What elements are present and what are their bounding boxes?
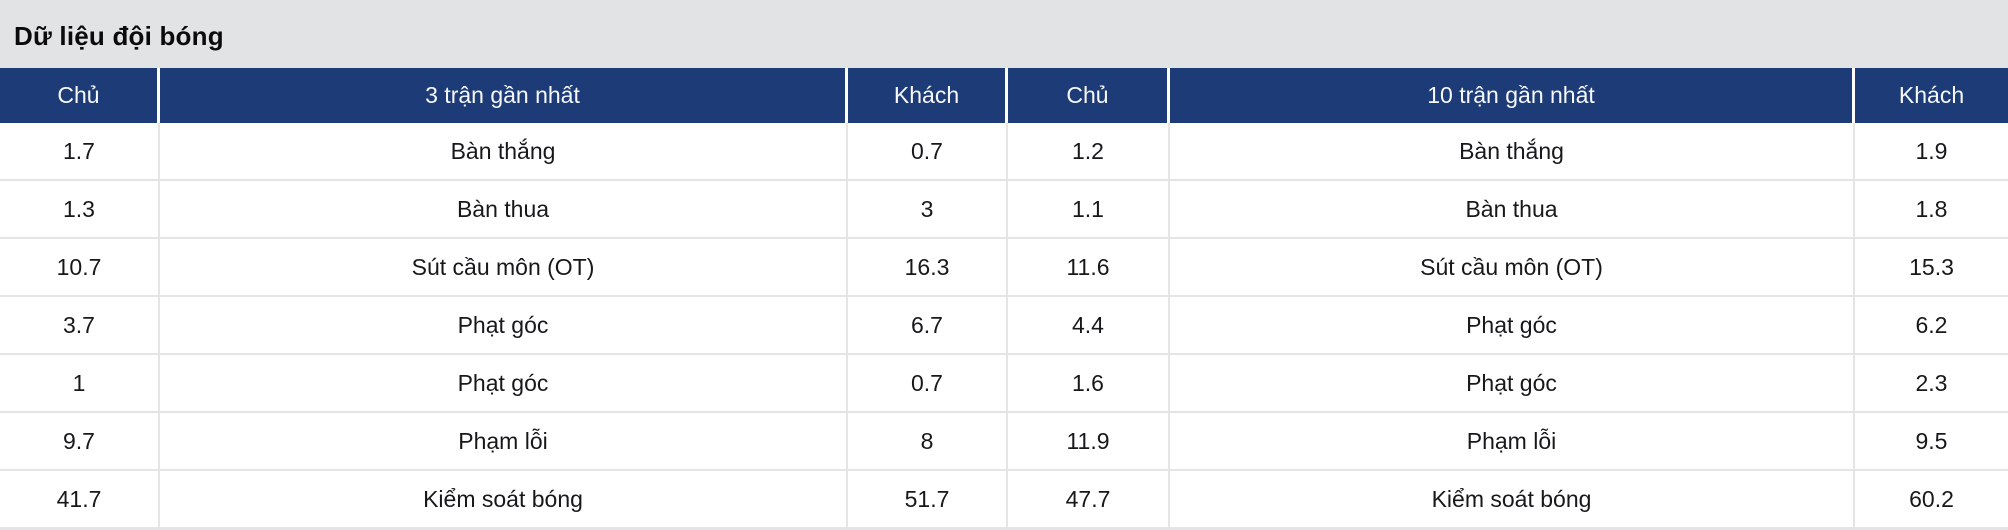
stat-value: 9.7 [0, 413, 160, 471]
table-row-pham-loi: 9.7 Phạm lỗi 8 11.9 Phạm lỗi 9.5 [0, 413, 2008, 471]
header-chu-10: Chủ [1008, 68, 1170, 123]
stat-label: Bàn thắng [160, 123, 848, 181]
stat-label: Phạt góc [1170, 297, 1855, 355]
stat-value: 1.7 [0, 123, 160, 181]
stat-label: Phạt góc [160, 297, 848, 355]
stat-value: 10.7 [0, 239, 160, 297]
stat-value: 9.5 [1855, 413, 2008, 471]
stat-value: 8 [848, 413, 1008, 471]
table-row-phat-goc-2: 1 Phạt góc 0.7 1.6 Phạt góc 2.3 [0, 355, 2008, 413]
table-row-sut-cau-mon: 10.7 Sút cầu môn (OT) 16.3 11.6 Sút cầu … [0, 239, 2008, 297]
stat-value: 1 [0, 355, 160, 413]
stat-value: 1.9 [1855, 123, 2008, 181]
header-chu-3: Chủ [0, 68, 160, 123]
table-row-ban-thua: 1.3 Bàn thua 3 1.1 Bàn thua 1.8 [0, 181, 2008, 239]
stat-label: Bàn thua [1170, 181, 1855, 239]
stat-value: 3 [848, 181, 1008, 239]
stat-label: Phạt góc [1170, 355, 1855, 413]
stat-label: Sút cầu môn (OT) [160, 239, 848, 297]
stat-value: 41.7 [0, 471, 160, 529]
stat-label: Kiểm soát bóng [160, 471, 848, 529]
table-row-phat-goc-1: 3.7 Phạt góc 6.7 4.4 Phạt góc 6.2 [0, 297, 2008, 355]
stat-value: 1.6 [1008, 355, 1170, 413]
table-header-row: Chủ 3 trận gần nhất Khách Chủ 10 trận gầ… [0, 68, 2008, 123]
stat-value: 0.7 [848, 123, 1008, 181]
stat-value: 11.9 [1008, 413, 1170, 471]
stat-value: 1.2 [1008, 123, 1170, 181]
stats-table: Chủ 3 trận gần nhất Khách Chủ 10 trận gầ… [0, 68, 2008, 529]
header-khach-3: Khách [848, 68, 1008, 123]
title-band: Dữ liệu đội bóng [0, 0, 2008, 68]
table-row-kiem-soat-bong: 41.7 Kiểm soát bóng 51.7 47.7 Kiểm soát … [0, 471, 2008, 529]
header-3-tran-gan-nhat: 3 trận gần nhất [160, 68, 848, 123]
stat-label: Kiểm soát bóng [1170, 471, 1855, 529]
stat-value: 15.3 [1855, 239, 2008, 297]
header-10-tran-gan-nhat: 10 trận gần nhất [1170, 68, 1855, 123]
stat-value: 0.7 [848, 355, 1008, 413]
stat-label: Bàn thắng [1170, 123, 1855, 181]
stat-label: Phạm lỗi [1170, 413, 1855, 471]
stat-value: 1.3 [0, 181, 160, 239]
stat-value: 47.7 [1008, 471, 1170, 529]
stat-value: 1.1 [1008, 181, 1170, 239]
header-khach-10: Khách [1855, 68, 2008, 123]
stat-value: 1.8 [1855, 181, 2008, 239]
page-title: Dữ liệu đội bóng [14, 20, 224, 51]
table-row-ban-thang: 1.7 Bàn thắng 0.7 1.2 Bàn thắng 1.9 [0, 123, 2008, 181]
stat-value: 3.7 [0, 297, 160, 355]
stat-value: 51.7 [848, 471, 1008, 529]
stat-label: Sút cầu môn (OT) [1170, 239, 1855, 297]
stat-value: 4.4 [1008, 297, 1170, 355]
stat-label: Bàn thua [160, 181, 848, 239]
stat-value: 6.7 [848, 297, 1008, 355]
stat-value: 11.6 [1008, 239, 1170, 297]
stat-value: 16.3 [848, 239, 1008, 297]
stat-value: 6.2 [1855, 297, 2008, 355]
stat-label: Phạm lỗi [160, 413, 848, 471]
stat-value: 2.3 [1855, 355, 2008, 413]
stat-label: Phạt góc [160, 355, 848, 413]
stat-value: 60.2 [1855, 471, 2008, 529]
